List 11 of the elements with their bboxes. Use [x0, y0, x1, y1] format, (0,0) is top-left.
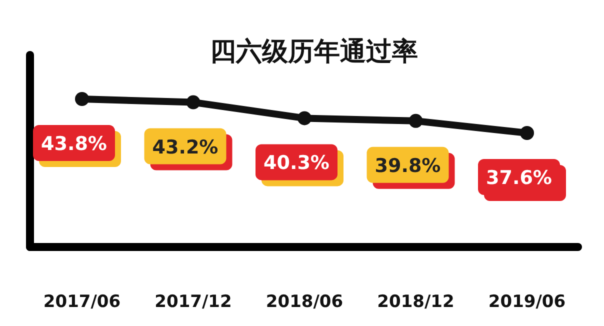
title: 四六级历年通过率 — [210, 37, 418, 67]
x-tick-label: 2018/12 — [377, 292, 454, 312]
x-tick-label: 2018/06 — [266, 292, 344, 312]
data-label: 37.6% — [486, 167, 552, 189]
x-tick-label: 2017/12 — [154, 292, 232, 312]
x-tick-label: 2017/06 — [43, 292, 121, 312]
data-label: 40.3% — [264, 152, 330, 174]
data-label: 43.2% — [152, 136, 218, 158]
data-label: 39.8% — [374, 154, 441, 177]
x-tick-label: 2019/06 — [488, 292, 566, 312]
data-label: 43.8% — [41, 133, 107, 155]
